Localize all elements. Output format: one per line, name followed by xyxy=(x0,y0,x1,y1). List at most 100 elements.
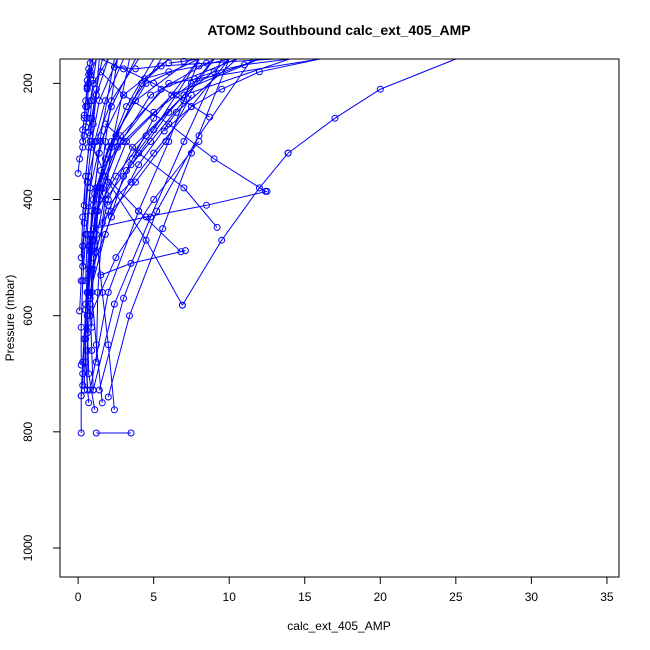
profile-series-52 xyxy=(92,58,230,215)
data-point xyxy=(97,271,105,279)
data-point xyxy=(210,155,218,163)
series-layer xyxy=(74,57,456,437)
series-line xyxy=(163,58,321,132)
series-line xyxy=(114,58,275,70)
data-point xyxy=(120,138,127,145)
data-point xyxy=(77,429,85,437)
profile-series-55 xyxy=(88,58,238,273)
series-line xyxy=(95,58,230,212)
data-point xyxy=(79,381,87,389)
data-point xyxy=(77,361,85,369)
y-axis-label: Pressure (mbar) xyxy=(3,275,17,362)
data-point xyxy=(83,103,91,111)
profile-series-29 xyxy=(89,58,223,394)
data-point xyxy=(195,138,203,145)
series-line xyxy=(89,58,200,293)
data-point xyxy=(101,120,109,128)
series-line xyxy=(287,58,456,154)
data-point xyxy=(86,312,94,320)
series-line xyxy=(82,58,118,267)
data-point xyxy=(101,97,109,105)
data-point xyxy=(376,85,384,93)
data-point xyxy=(172,108,180,116)
data-point xyxy=(172,91,180,99)
y-tick-label: 600 xyxy=(21,305,35,325)
data-point xyxy=(180,184,188,192)
data-point xyxy=(112,172,120,180)
data-point xyxy=(101,138,109,145)
data-point xyxy=(165,79,173,87)
data-point xyxy=(91,406,99,414)
data-point xyxy=(132,178,139,186)
data-point xyxy=(142,79,150,87)
profile-series-46 xyxy=(141,58,230,83)
profile-series-39 xyxy=(97,68,269,195)
data-point xyxy=(97,167,105,174)
data-point xyxy=(107,213,115,221)
data-point xyxy=(98,399,106,407)
profile-series-47 xyxy=(165,57,200,67)
data-point xyxy=(126,312,133,320)
series-line xyxy=(80,58,215,396)
data-point xyxy=(107,143,115,151)
data-point xyxy=(206,113,214,121)
data-point xyxy=(165,68,173,76)
data-point xyxy=(160,127,168,135)
series-line xyxy=(88,58,97,133)
data-point xyxy=(80,219,88,227)
x-tick-label: 20 xyxy=(374,590,388,604)
profile-series-51 xyxy=(97,58,260,174)
profile-series-53 xyxy=(89,58,215,262)
series-line xyxy=(181,152,289,306)
data-point xyxy=(331,114,339,122)
data-point xyxy=(89,201,97,209)
data-point xyxy=(178,301,186,309)
data-point xyxy=(104,207,112,215)
series-line xyxy=(95,58,130,363)
data-point xyxy=(77,392,85,400)
data-point xyxy=(86,68,94,76)
series-line xyxy=(104,175,182,253)
series-line xyxy=(91,58,118,328)
data-point xyxy=(104,288,112,296)
series-line xyxy=(107,58,230,206)
data-point xyxy=(88,323,96,331)
data-point xyxy=(110,63,118,71)
data-point xyxy=(120,65,127,73)
data-point xyxy=(76,307,84,315)
data-point xyxy=(180,138,188,145)
data-point xyxy=(255,184,263,192)
profile-series-40 xyxy=(284,58,456,157)
y-tick-label: 800 xyxy=(21,421,35,441)
data-point xyxy=(255,68,263,76)
data-point xyxy=(86,300,94,308)
series-line xyxy=(100,250,186,276)
series-line xyxy=(86,58,260,390)
series-line xyxy=(89,58,200,403)
data-point xyxy=(218,236,226,244)
data-point xyxy=(110,300,118,308)
series-line xyxy=(100,71,266,192)
data-point xyxy=(92,207,100,215)
data-point xyxy=(240,61,248,69)
data-point xyxy=(88,114,96,122)
series-line xyxy=(92,58,223,391)
x-tick-label: 0 xyxy=(75,590,82,604)
x-tick-label: 25 xyxy=(449,590,463,604)
data-point xyxy=(110,406,118,414)
series-line xyxy=(82,58,320,386)
x-tick-label: 30 xyxy=(525,590,539,604)
data-point xyxy=(147,91,155,99)
data-point xyxy=(180,57,188,65)
data-point xyxy=(83,178,91,186)
data-point xyxy=(159,225,167,233)
x-tick-label: 15 xyxy=(298,590,312,604)
profile-series-34 xyxy=(101,172,185,256)
data-point xyxy=(89,77,97,84)
data-point xyxy=(76,155,84,163)
data-point xyxy=(150,79,158,87)
data-point xyxy=(101,230,109,238)
data-point xyxy=(97,132,105,140)
data-point xyxy=(92,91,100,99)
